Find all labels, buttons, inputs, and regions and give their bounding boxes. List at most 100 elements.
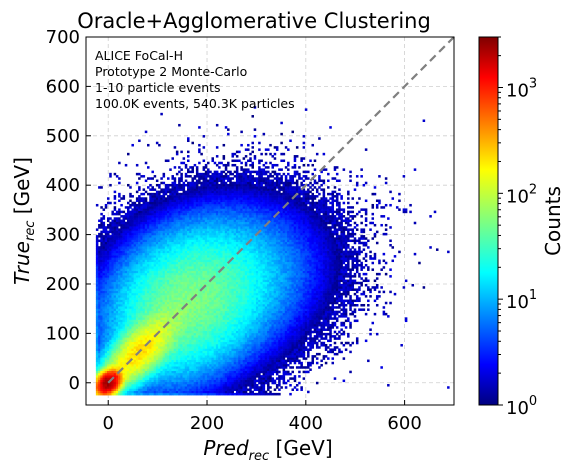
heatmap-bin <box>187 350 190 354</box>
heatmap-bin <box>115 328 119 331</box>
heatmap-bin <box>207 306 210 309</box>
heatmap-bin <box>211 188 214 191</box>
heatmap-bin <box>149 201 152 205</box>
heatmap-bin <box>151 332 154 336</box>
heatmap-bin <box>100 379 103 383</box>
heatmap-bin <box>195 339 199 343</box>
heatmap-bin <box>151 250 154 254</box>
heatmap-bin <box>202 352 206 356</box>
heatmap-bin <box>118 277 121 280</box>
heatmap-bin <box>100 235 103 238</box>
heatmap-bin <box>106 239 110 243</box>
heatmap-bin <box>162 197 166 200</box>
heatmap-bin <box>120 230 123 234</box>
heatmap-bin <box>118 379 121 383</box>
heatmap-bin <box>158 257 161 260</box>
heatmap-bin <box>182 346 186 349</box>
heatmap-bin <box>209 339 212 343</box>
heatmap-bin <box>122 268 126 271</box>
heatmap-bin <box>169 197 172 200</box>
heatmap-bin <box>124 217 128 220</box>
heatmap-bin <box>200 370 203 374</box>
heatmap-bin <box>167 186 170 189</box>
heatmap-bin <box>118 326 121 329</box>
heatmap-bin <box>100 239 103 243</box>
heatmap-bin <box>124 248 128 251</box>
heatmap-bin <box>207 392 210 396</box>
heatmap-bin <box>106 357 110 360</box>
heatmap-bin <box>184 281 188 285</box>
heatmap-bin <box>106 270 110 274</box>
heatmap-bin <box>204 246 208 249</box>
heatmap-bin <box>109 303 112 307</box>
heatmap-bin <box>182 208 186 211</box>
heatmap-bin <box>135 235 139 238</box>
heatmap-bin <box>187 230 190 234</box>
heatmap-bin <box>153 197 157 200</box>
heatmap-bin <box>198 368 201 371</box>
heatmap-bin <box>175 359 179 363</box>
heatmap-bin <box>127 272 130 276</box>
heatmap-bin <box>164 272 168 276</box>
heatmap-bin <box>207 255 210 258</box>
heatmap-bin <box>164 288 168 291</box>
heatmap-bin <box>95 261 99 265</box>
heatmap-bin <box>149 230 152 234</box>
heatmap-bin <box>204 319 208 323</box>
heatmap-bin <box>200 323 203 327</box>
heatmap-bin <box>209 312 212 316</box>
heatmap-bin <box>98 368 101 371</box>
heatmap-bin <box>171 281 174 285</box>
heatmap-bin <box>211 283 214 287</box>
heatmap-bin <box>207 201 210 205</box>
heatmap-bin <box>100 321 103 325</box>
heatmap-bin <box>122 337 126 340</box>
heatmap-bin <box>122 277 126 280</box>
heatmap-bin <box>191 303 194 307</box>
heatmap-bin <box>200 321 203 325</box>
heatmap-bin <box>149 379 152 383</box>
heatmap-bin <box>189 297 192 300</box>
heatmap-bin <box>189 203 192 207</box>
heatmap-bin <box>182 350 186 354</box>
heatmap-bin <box>209 328 212 331</box>
heatmap-bin <box>153 228 157 231</box>
heatmap-bin <box>193 279 197 283</box>
heatmap-bin <box>124 290 128 294</box>
heatmap-bin <box>151 364 154 367</box>
heatmap-bin <box>184 277 188 280</box>
heatmap-bin <box>120 237 123 240</box>
heatmap-bin <box>204 310 208 314</box>
heatmap-bin <box>104 243 108 247</box>
heatmap-bin <box>115 355 119 358</box>
heatmap-bin <box>209 243 212 247</box>
heatmap-bin <box>184 219 188 223</box>
heatmap-bin <box>149 366 152 369</box>
heatmap-bin <box>169 375 172 378</box>
heatmap-bin <box>133 344 137 347</box>
heatmap-bin <box>193 270 197 274</box>
heatmap-bin <box>211 281 214 285</box>
heatmap-bin <box>198 346 201 349</box>
heatmap-bin <box>129 292 132 296</box>
heatmap-bin <box>124 228 128 231</box>
heatmap-bin <box>140 239 143 243</box>
heatmap-bin <box>133 252 137 256</box>
heatmap-bin <box>193 381 197 385</box>
heatmap-bin <box>187 181 190 185</box>
heatmap-bin <box>147 306 150 309</box>
heatmap-bin <box>182 239 186 243</box>
heatmap-bin <box>111 235 114 238</box>
heatmap-bin <box>138 241 141 245</box>
heatmap-bin <box>193 315 197 318</box>
heatmap-bin <box>113 375 117 378</box>
heatmap-bin <box>111 370 114 374</box>
heatmap-bin <box>160 177 163 180</box>
heatmap-bin <box>195 283 199 287</box>
heatmap-bin <box>213 337 217 340</box>
heatmap-bin <box>191 259 194 263</box>
heatmap-bin <box>198 192 201 196</box>
heatmap-bin <box>124 295 128 298</box>
heatmap-bin <box>111 243 114 247</box>
